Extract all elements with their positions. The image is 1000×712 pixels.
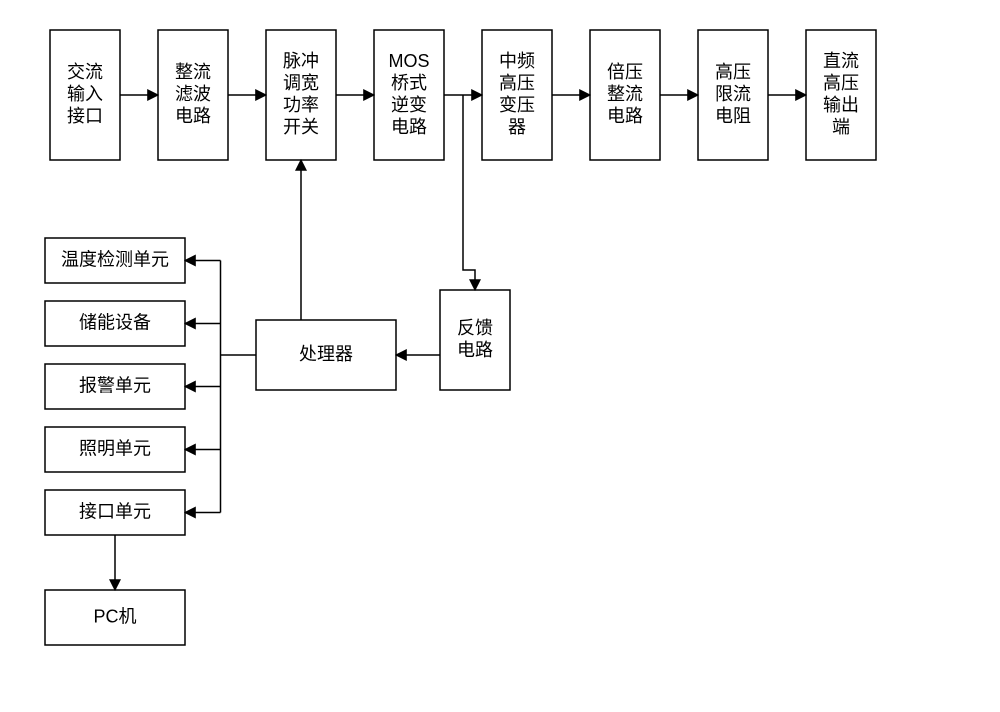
temp-unit-label: 温度检测单元	[61, 249, 169, 269]
rect-filter-label: 整流滤波电路	[175, 62, 211, 126]
hv-limit-res-label: 高压限流电阻	[715, 62, 751, 126]
light-unit-label: 照明单元	[79, 438, 151, 458]
ac-input-label: 交流输入接口	[67, 62, 103, 126]
storage-label: 储能设备	[79, 312, 151, 332]
diagram: 交流输入接口整流滤波电路脉冲调宽功率开关MOS桥式逆变电路中频高压变压器倍压整流…	[0, 0, 1000, 712]
processor-label: 处理器	[299, 344, 353, 364]
pc-label: PC机	[93, 606, 136, 626]
iface-unit-label: 接口单元	[79, 501, 151, 521]
voltage-doubler-label: 倍压整流电路	[607, 62, 643, 126]
arrow-mos-to-feedback	[463, 95, 475, 290]
alarm-unit-label: 报警单元	[79, 375, 151, 395]
